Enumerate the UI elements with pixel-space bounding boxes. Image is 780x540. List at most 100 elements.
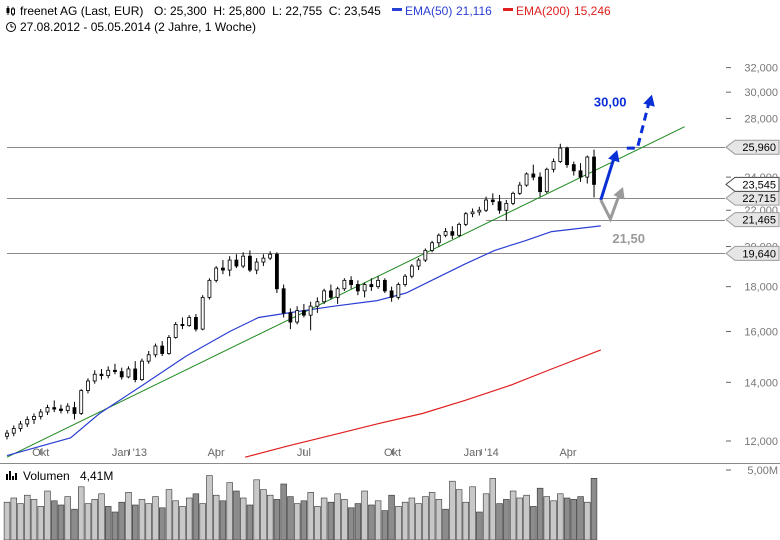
volume-bar-0	[3, 501, 11, 540]
x-tick-label: Apr	[559, 447, 576, 459]
candle-body-4	[32, 416, 36, 420]
volume-bar-25	[172, 500, 179, 540]
candle-body-79	[538, 176, 542, 193]
volume-bar-80	[543, 496, 551, 540]
candles-layer	[5, 143, 596, 440]
time-axis: Okt Jan '13 Apr Jul Okt Jan '14 Apr	[32, 447, 577, 459]
candle-body-8	[59, 408, 63, 411]
candle-body-40	[274, 253, 279, 290]
volume-bar-16	[111, 511, 119, 540]
volume-bar-39	[266, 494, 274, 540]
volume-bar-27	[186, 497, 193, 540]
candle-body-70	[477, 209, 482, 213]
level-2-tag-label: 21,465	[742, 215, 776, 227]
volume-bar-14	[98, 493, 105, 540]
candle-body-71	[484, 199, 488, 211]
level-0-tag	[725, 139, 780, 155]
candle-body-56	[382, 279, 387, 292]
volume-bar-4	[30, 499, 38, 540]
volume-bar-17	[118, 501, 125, 540]
price-axis: 12,00014,00016,00018,00020,00022,00024,0…	[726, 63, 778, 448]
volume-bar-38	[260, 489, 267, 540]
volume-bar-2	[17, 503, 24, 540]
candle-body-67	[457, 223, 461, 236]
volume-bar-77	[523, 494, 530, 540]
volume-bar-19	[132, 504, 139, 540]
trendline	[6, 126, 685, 458]
candle-body-0	[5, 432, 9, 437]
candle-body-7	[52, 407, 57, 410]
volume-bar-15	[105, 506, 112, 540]
y-tick-label: 18,000	[744, 282, 778, 294]
period-label: 27.08.2012 - 05.05.2014 (2 Jahre, 1 Woch…	[20, 20, 256, 34]
volume-bars	[3, 475, 598, 540]
candle-body-87	[592, 156, 596, 185]
candle-body-43	[295, 310, 300, 323]
y-tick-label: 16,000	[744, 326, 778, 338]
volume-bar-26	[179, 506, 186, 540]
volume-bar-22	[152, 496, 159, 540]
ema50-line	[6, 225, 601, 457]
volume-bar-31	[213, 494, 220, 540]
candle-body-23	[160, 345, 165, 354]
candle-body-72	[490, 199, 495, 203]
candle-body-30	[207, 279, 212, 298]
trendline-layer	[6, 126, 685, 458]
candle-body-10	[72, 407, 77, 414]
volume-bar-60	[408, 497, 416, 540]
volume-bar-6	[44, 490, 51, 540]
volume-bar-67	[455, 489, 463, 540]
last-price-tag-label: 23,545	[742, 179, 776, 191]
candle-body-66	[450, 231, 455, 236]
volume-bar-36	[246, 504, 254, 540]
y-tick-label: 28,000	[744, 113, 778, 125]
candle-body-9	[65, 405, 70, 411]
last-price-tag	[725, 176, 780, 192]
volume-bar-21	[145, 503, 152, 540]
level-3-tag	[725, 245, 780, 261]
forecast-alt-label: 21,50	[612, 231, 645, 246]
volume-header: Volumen 4,41M	[6, 469, 113, 483]
volume-bar-34	[233, 490, 240, 540]
volume-bar-59	[401, 501, 409, 540]
candle-body-55	[376, 279, 381, 288]
level-2-tag	[725, 212, 780, 228]
candle-body-18	[126, 368, 131, 378]
candle-body-76	[517, 184, 522, 194]
forecast-alt-arrowhead	[613, 187, 625, 200]
volume-bar-63	[428, 492, 436, 540]
volume-bar-53	[361, 490, 368, 540]
volume-bar-72	[489, 478, 496, 540]
volume-bar-62	[422, 496, 429, 540]
x-tick-label: Okt	[384, 447, 401, 459]
volume-bar-33	[226, 482, 233, 540]
candle-body-42	[288, 312, 293, 323]
volume-bar-73	[496, 503, 503, 540]
volume-bar-24	[165, 489, 173, 540]
candle-body-54	[369, 284, 374, 288]
candle-body-44	[301, 310, 306, 316]
volume-bar-50	[341, 499, 348, 540]
instrument-title: freenet AG (Last, EUR)	[20, 4, 143, 18]
volume-bar-3	[24, 494, 31, 540]
forecast-up-arrow	[599, 153, 617, 201]
level-0-tag-label: 25,960	[742, 142, 776, 154]
candle-body-37	[254, 261, 259, 271]
candle-body-69	[470, 211, 475, 215]
candle-body-57	[389, 290, 394, 298]
candle-body-84	[571, 164, 576, 172]
volume-bar-84	[570, 499, 578, 540]
candle-body-22	[153, 345, 158, 356]
volume-bar-35	[240, 497, 247, 540]
level-1-tag-label: 22,715	[742, 193, 776, 205]
y-tick-label: 30,000	[744, 87, 778, 99]
candle-body-12	[86, 380, 90, 391]
ohlc-values: O: 25,300 H: 25,800 L: 22,755 C: 23,545	[154, 4, 381, 18]
volume-bar-1	[10, 497, 17, 540]
volume-bar-13	[91, 499, 98, 540]
forecast-alt-path	[599, 189, 623, 223]
ema50-legend-value: 21,116	[456, 4, 492, 18]
x-tick-label: Jan '14	[464, 447, 499, 459]
level-1-tag	[725, 190, 780, 206]
candle-body-86	[585, 156, 590, 178]
